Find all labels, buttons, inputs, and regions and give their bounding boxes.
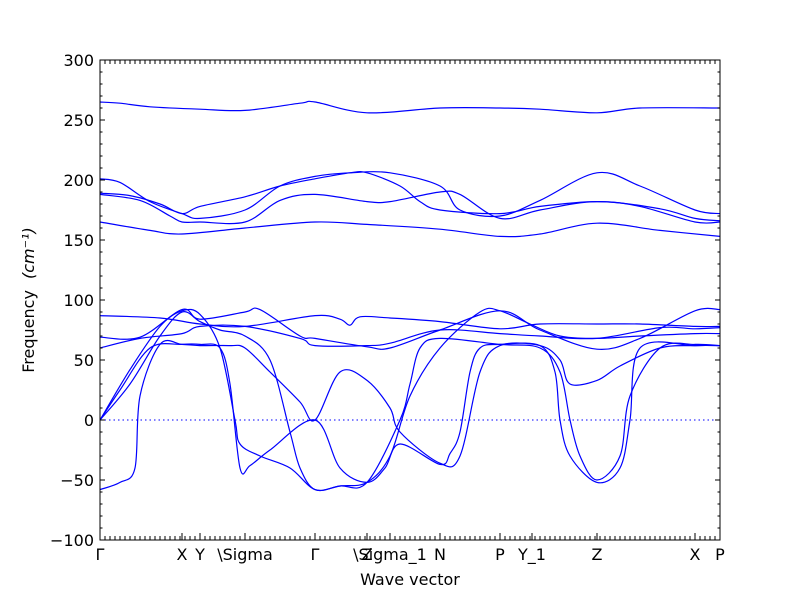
y-tick-label: 200 — [63, 171, 94, 190]
band-line-1 — [99, 100, 721, 114]
x-tick-label: N — [434, 545, 446, 564]
x-tick-label: Z — [362, 545, 373, 564]
y-tick-label: −50 — [60, 471, 94, 490]
x-tick-label: Y_1 — [517, 545, 546, 565]
y-tick-label: 100 — [63, 291, 94, 310]
x-tick-label: \Sigma_1 — [353, 545, 427, 565]
y-axis: −100 −50 0 50 100 150 200 250 300 — [50, 51, 720, 550]
band-line-6 — [99, 314, 721, 330]
x-tick-label: P — [495, 545, 505, 564]
plot-area — [99, 100, 721, 492]
x-tick-label: P — [715, 545, 725, 564]
plot-frame — [99, 59, 721, 541]
x-axis: Γ X Y \Sigma Γ Z\Sigma_1 N P Y_1 Z X P — [96, 60, 725, 565]
y-tick-label: 250 — [63, 111, 94, 130]
band-line-12 — [99, 307, 721, 492]
y-tick-label: 50 — [74, 351, 94, 370]
y-tick-label: 150 — [63, 231, 94, 250]
band-line-5 — [99, 221, 721, 238]
band-line-4 — [99, 190, 721, 225]
x-tick-label: Z — [592, 545, 603, 564]
y-axis-label-unit: (cm⁻¹) — [19, 227, 38, 279]
x-tick-label: X — [177, 545, 188, 564]
x-tick-label: X — [690, 545, 701, 564]
y-tick-label: 300 — [63, 51, 94, 70]
x-tick-label: Γ — [96, 545, 105, 564]
band-line-10 — [99, 308, 721, 492]
x-tick-label: Y — [194, 545, 205, 564]
band-line-8 — [99, 324, 721, 349]
y-axis-label-text: Frequency — [19, 290, 38, 373]
y-axis-label: Frequency (cm⁻¹) — [19, 227, 38, 372]
y-tick-label: −100 — [50, 531, 94, 550]
band-line-11 — [99, 339, 721, 491]
x-tick-label: \Sigma — [217, 545, 273, 564]
x-tick-label: Γ — [311, 545, 320, 564]
y-tick-label: 0 — [84, 411, 94, 430]
x-axis-label: Wave vector — [360, 570, 460, 589]
